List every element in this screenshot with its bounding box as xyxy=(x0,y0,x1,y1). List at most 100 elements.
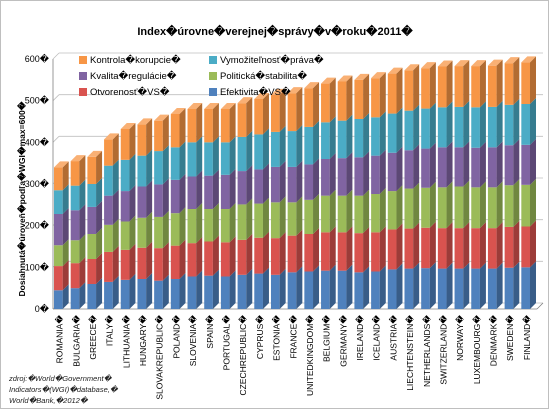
bar-segment xyxy=(454,268,464,309)
bar-segment xyxy=(87,259,97,284)
bar-segment xyxy=(120,129,130,160)
bar-segment-side xyxy=(313,193,320,234)
bar-segment-side xyxy=(179,207,186,246)
bar-top xyxy=(220,103,236,109)
bar-segment xyxy=(304,234,314,272)
bar-segment-side xyxy=(529,220,536,268)
bar-segment-side xyxy=(262,197,269,238)
bar-segment xyxy=(270,94,280,132)
bar-segment-side xyxy=(279,268,286,309)
y-tick-labels: 0� 100� 200� 300� 400� 500� 600� xyxy=(25,53,50,314)
bar-segment xyxy=(137,217,147,248)
bar-segment-side xyxy=(246,97,253,137)
bar-segment-side xyxy=(96,150,103,184)
bar-segment xyxy=(70,288,80,309)
bar-segment-side xyxy=(129,243,136,280)
bar-segment xyxy=(437,107,447,148)
bar-segment xyxy=(54,290,63,309)
bar-segment xyxy=(220,209,230,243)
bar-segment-side xyxy=(479,60,486,108)
bar-segment-side xyxy=(79,282,86,309)
bar-segment xyxy=(304,88,314,127)
bar-segment-side xyxy=(279,196,286,239)
bar-segment xyxy=(437,268,447,309)
bar-segment xyxy=(104,251,113,282)
bar-segment-side xyxy=(496,262,503,309)
bar-segment xyxy=(471,147,480,188)
bar-segment xyxy=(254,273,263,309)
bar-segment xyxy=(54,245,63,267)
bar-segment xyxy=(321,83,330,123)
bar-segment-side xyxy=(496,181,503,229)
bar-top xyxy=(54,161,69,168)
x-tick-label: CZECHREPUBLIC� xyxy=(237,314,248,396)
y-tick-label: 100� xyxy=(25,261,50,272)
bar-stack xyxy=(304,82,320,309)
bar-segment-side xyxy=(212,136,219,176)
bar-segment xyxy=(104,139,113,166)
bar-segment-side xyxy=(346,114,353,159)
x-tick-label: ICELAND� xyxy=(371,314,382,361)
bar-segment xyxy=(70,263,80,289)
bar-segment-side xyxy=(112,159,119,196)
bar-segment-side xyxy=(513,139,520,186)
bar-stack xyxy=(254,93,269,309)
bar-segment-side xyxy=(162,114,169,152)
bar-segment-side xyxy=(529,56,536,104)
bar-segment xyxy=(304,271,314,309)
bar-segment xyxy=(487,65,497,107)
bar-segment-side xyxy=(396,223,403,270)
bar-stack xyxy=(321,77,336,309)
bar-stack xyxy=(70,155,86,309)
bar-segment-side xyxy=(479,222,486,269)
bar-segment-side xyxy=(479,181,486,229)
bar-segment xyxy=(371,155,380,194)
bar-segment-side xyxy=(146,149,153,187)
bar-top xyxy=(137,118,153,125)
y-tick-label: 200� xyxy=(25,220,50,231)
bar-segment-side xyxy=(162,145,169,185)
bar-segment xyxy=(270,202,280,239)
bar-segment xyxy=(371,271,380,309)
bar-segment-side xyxy=(296,229,303,273)
bar-segment xyxy=(70,240,80,264)
legend-label: Kontrola�korupcie� xyxy=(90,53,182,66)
bar-stack xyxy=(170,108,186,309)
bar-segment-side xyxy=(363,73,370,119)
bar-segment xyxy=(437,228,447,269)
bar-segment-side xyxy=(79,179,86,211)
bar-segment-side xyxy=(179,273,186,309)
bar-segment-side xyxy=(212,203,219,242)
bar-segment-side xyxy=(313,228,320,272)
bar-segment xyxy=(54,266,63,291)
bar-segment xyxy=(304,199,314,234)
bar-segment xyxy=(204,209,213,242)
x-axis-depth-line xyxy=(536,302,544,310)
x-tick-label: SLOVENIA� xyxy=(187,314,198,367)
bar-segment-side xyxy=(112,133,119,166)
bar-segment xyxy=(270,238,280,275)
bar-stack xyxy=(471,60,486,309)
x-tick-label: GERMANY� xyxy=(337,314,348,367)
x-tick-label: ITALY� xyxy=(104,314,115,346)
bar-segment-side xyxy=(329,77,336,123)
bar-segment-side xyxy=(162,274,169,309)
bar-segment-side xyxy=(96,178,103,207)
bar-segment xyxy=(54,167,63,191)
bar-segment-side xyxy=(62,260,69,291)
bar-segment-side xyxy=(246,268,253,309)
bar-segment xyxy=(487,268,497,309)
bar-segment-side xyxy=(413,262,420,309)
bar-segment xyxy=(220,242,230,277)
bar-segment xyxy=(521,267,530,309)
bar-segment-side xyxy=(196,170,203,209)
bar-top xyxy=(321,77,336,84)
bar-segment-side xyxy=(112,218,119,252)
legend-swatch xyxy=(209,56,217,64)
bar-stack xyxy=(204,103,219,309)
bar-segment-side xyxy=(196,237,203,277)
bar-top xyxy=(237,97,253,104)
bar-segment-side xyxy=(396,263,403,309)
bar-segment-side xyxy=(212,235,219,276)
bar-top xyxy=(421,62,436,69)
